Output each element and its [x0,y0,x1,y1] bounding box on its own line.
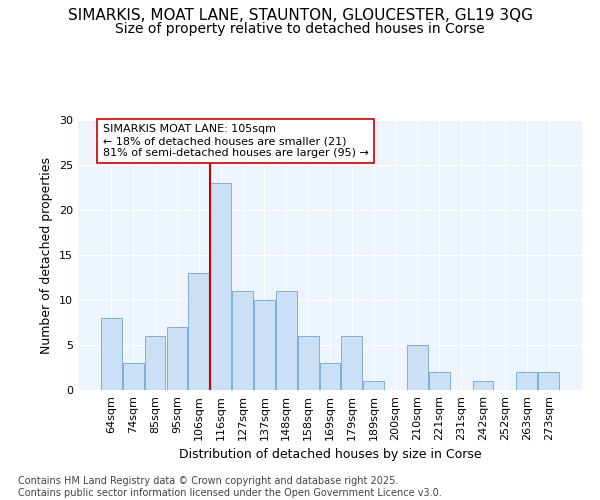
Text: SIMARKIS, MOAT LANE, STAUNTON, GLOUCESTER, GL19 3QG: SIMARKIS, MOAT LANE, STAUNTON, GLOUCESTE… [67,8,533,22]
Bar [188,273,209,390]
Bar [101,318,122,390]
Text: SIMARKIS MOAT LANE: 105sqm
← 18% of detached houses are smaller (21)
81% of semi: SIMARKIS MOAT LANE: 105sqm ← 18% of deta… [103,124,368,158]
Bar [320,363,340,390]
Bar [298,336,319,390]
Bar [429,372,450,390]
Bar [232,291,253,390]
Bar [145,336,166,390]
Text: Size of property relative to detached houses in Corse: Size of property relative to detached ho… [115,22,485,36]
Bar [538,372,559,390]
Bar [517,372,537,390]
Bar [123,363,143,390]
Bar [210,183,231,390]
Bar [364,381,384,390]
Bar [276,291,296,390]
Bar [341,336,362,390]
Bar [473,381,493,390]
X-axis label: Distribution of detached houses by size in Corse: Distribution of detached houses by size … [179,448,481,462]
Bar [167,327,187,390]
Text: Contains HM Land Registry data © Crown copyright and database right 2025.
Contai: Contains HM Land Registry data © Crown c… [18,476,442,498]
Bar [254,300,275,390]
Bar [407,345,428,390]
Y-axis label: Number of detached properties: Number of detached properties [40,156,53,354]
